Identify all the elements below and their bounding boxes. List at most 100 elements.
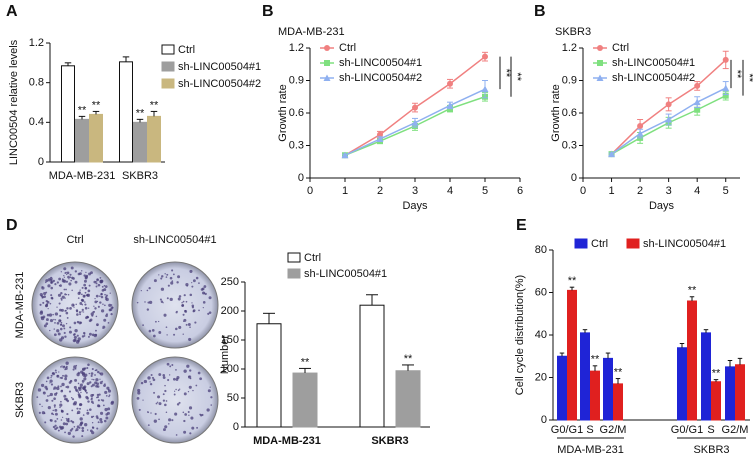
colony	[59, 403, 63, 407]
colony	[95, 282, 98, 285]
colony	[185, 300, 188, 303]
point	[636, 130, 644, 137]
panel-label: B	[262, 3, 274, 20]
colony	[143, 379, 148, 384]
colony	[67, 431, 71, 436]
colony	[63, 288, 66, 291]
colony	[108, 395, 110, 398]
colony	[78, 426, 81, 429]
colony	[79, 321, 83, 324]
colony	[54, 319, 57, 321]
colony	[61, 295, 65, 299]
colony	[77, 272, 81, 276]
colony	[151, 329, 155, 332]
bar	[725, 366, 735, 421]
colony	[41, 405, 43, 407]
colony	[54, 427, 57, 431]
significance-label: **	[731, 70, 743, 79]
panel-label: D	[6, 217, 18, 234]
colony	[81, 304, 84, 306]
colony	[182, 411, 185, 414]
colony	[58, 302, 61, 305]
colony	[104, 383, 106, 385]
colony	[97, 421, 100, 424]
colony	[185, 283, 189, 287]
legend-label: sh-LINC00504#1	[304, 268, 387, 280]
colony	[206, 408, 210, 412]
colony	[104, 285, 108, 288]
y-tick-label: 250	[221, 276, 239, 288]
point	[694, 106, 701, 113]
y-axis-label: Growth rate	[277, 84, 289, 141]
legend-label: sh-LINC00504#2	[339, 72, 422, 84]
y-tick-label: 0.6	[562, 107, 577, 119]
colony	[97, 283, 101, 287]
colony	[79, 383, 83, 387]
group-label: SKBR3	[693, 444, 729, 456]
colony	[148, 287, 151, 290]
colony	[165, 400, 168, 402]
point	[665, 116, 673, 123]
colony	[110, 306, 114, 309]
x-tick-label: 0	[307, 185, 313, 197]
colony	[86, 397, 89, 400]
x-tick-label: MDA-MB-231	[253, 435, 321, 447]
colony	[149, 381, 151, 383]
colony	[54, 369, 57, 372]
colony	[207, 312, 210, 315]
colony	[56, 321, 60, 325]
colony	[103, 304, 106, 307]
colony	[73, 335, 77, 339]
significance-label: **	[136, 107, 145, 119]
colony	[66, 271, 70, 275]
colony	[191, 285, 194, 288]
colony	[156, 401, 159, 403]
colony	[49, 395, 51, 397]
colony	[58, 277, 62, 281]
x-tick-label: S	[586, 424, 593, 436]
colony	[64, 398, 67, 401]
colony	[188, 337, 192, 341]
colony	[197, 371, 201, 375]
colony	[66, 418, 70, 422]
colony	[147, 411, 150, 414]
colony	[147, 376, 151, 380]
colony	[89, 318, 93, 322]
colony	[154, 320, 157, 323]
colony	[75, 389, 79, 393]
colony	[99, 381, 103, 385]
colony	[175, 311, 178, 314]
point	[665, 101, 672, 108]
x-axis-label: Days	[649, 200, 675, 212]
colony	[49, 329, 51, 332]
colony	[187, 411, 190, 414]
colony	[109, 308, 113, 312]
colony	[45, 387, 49, 391]
colony	[152, 378, 156, 382]
colony	[67, 293, 70, 296]
colony	[64, 335, 67, 338]
colony	[73, 385, 77, 389]
colony	[88, 372, 91, 375]
colony	[175, 434, 178, 436]
colony	[54, 412, 58, 416]
colony	[75, 309, 79, 312]
colony	[48, 313, 53, 317]
colony	[174, 412, 178, 416]
colony	[57, 332, 61, 336]
colony	[89, 381, 92, 384]
colony	[50, 282, 53, 284]
point	[481, 85, 489, 93]
colony	[97, 399, 100, 402]
legend-label: sh-LINC00504#2	[612, 72, 695, 84]
colony	[76, 407, 79, 410]
colony	[165, 326, 168, 328]
significance-label: **	[500, 69, 512, 78]
colony	[176, 281, 179, 284]
bar	[677, 347, 687, 421]
colony	[198, 282, 200, 284]
colony	[84, 423, 88, 427]
colony	[173, 393, 176, 396]
colony	[157, 395, 161, 399]
colony	[204, 292, 207, 296]
